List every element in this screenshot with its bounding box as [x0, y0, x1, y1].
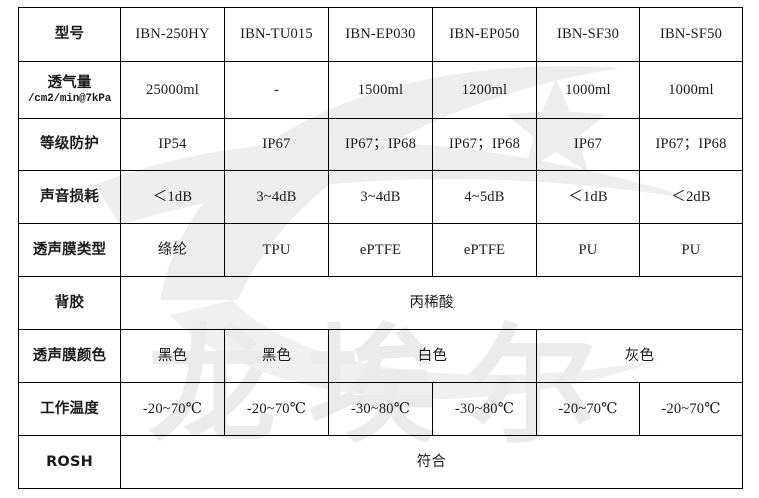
cell-sound-2: 3~4dB	[328, 170, 433, 224]
table-row-adhesive: 背胶 丙稀酸	[18, 276, 743, 330]
row-label-air-permeability: 透气量 /cm2/min@7kPa	[18, 61, 121, 119]
cell-sound-4: ＜1dB	[536, 170, 640, 224]
row-label-rosh: ROSH	[18, 435, 121, 489]
table-row-sound-loss: 声音损耗 ＜1dB 3~4dB 3~4dB 4~5dB ＜1dB ＜2dB	[18, 170, 743, 224]
cell-temp-4: -20~70℃	[536, 382, 640, 436]
cell-color-2: 白色	[328, 329, 537, 383]
row-label-membrane-type: 透声膜类型	[18, 223, 121, 277]
cell-model-1: IBN-TU015	[224, 7, 329, 62]
cell-model-3: IBN-EP050	[432, 7, 537, 62]
cell-mtype-2: ePTFE	[328, 223, 433, 277]
cell-mtype-0: 绦纶	[120, 223, 225, 277]
table-row-ip-rating: 等级防护 IP54 IP67 IP67；IP68 IP67；IP68 IP67 …	[18, 118, 743, 171]
cell-color-0: 黑色	[120, 329, 225, 383]
cell-temp-5: -20~70℃	[639, 382, 743, 436]
cell-air-1: -	[224, 61, 329, 119]
cell-sound-1: 3~4dB	[224, 170, 329, 224]
cell-ip-5: IP67；IP68	[639, 118, 743, 171]
cell-model-0: IBN-250HY	[120, 7, 225, 62]
cell-ip-3: IP67；IP68	[432, 118, 537, 171]
cell-mtype-3: ePTFE	[432, 223, 537, 277]
cell-temp-2: -30~80℃	[328, 382, 433, 436]
cell-color-1: 黑色	[224, 329, 329, 383]
cell-ip-1: IP67	[224, 118, 329, 171]
cell-ip-2: IP67；IP68	[328, 118, 433, 171]
cell-rosh-merged: 符合	[120, 435, 743, 489]
cell-mtype-1: TPU	[224, 223, 329, 277]
cell-sound-3: 4~5dB	[432, 170, 537, 224]
cell-temp-3: -30~80℃	[432, 382, 537, 436]
cell-mtype-5: PU	[639, 223, 743, 277]
table-row-membrane-color: 透声膜颜色 黑色 黑色 白色 灰色	[18, 329, 743, 383]
table-row-working-temperature: 工作温度 -20~70℃ -20~70℃ -30~80℃ -30~80℃ -20…	[18, 382, 743, 436]
row-label-model: 型号	[18, 7, 121, 62]
cell-air-3: 1200ml	[432, 61, 537, 119]
spec-table-container: 型号 IBN-250HY IBN-TU015 IBN-EP030 IBN-EP0…	[18, 7, 743, 489]
cell-air-0: 25000ml	[120, 61, 225, 119]
row-label-ip-rating: 等级防护	[18, 118, 121, 171]
cell-air-4: 1000ml	[536, 61, 640, 119]
row-label-adhesive: 背胶	[18, 276, 121, 330]
cell-model-2: IBN-EP030	[328, 7, 433, 62]
table-row-rosh: ROSH 符合	[18, 435, 743, 489]
cell-sound-0: ＜1dB	[120, 170, 225, 224]
row-label-air-permeability-main: 透气量	[47, 74, 92, 91]
row-label-working-temperature: 工作温度	[18, 382, 121, 436]
row-label-membrane-color: 透声膜颜色	[18, 329, 121, 383]
cell-model-4: IBN-SF30	[536, 7, 640, 62]
cell-color-3: 灰色	[536, 329, 743, 383]
cell-air-2: 1500ml	[328, 61, 433, 119]
cell-adhesive-merged: 丙稀酸	[120, 276, 743, 330]
cell-ip-4: IP67	[536, 118, 640, 171]
cell-model-5: IBN-SF50	[639, 7, 743, 62]
cell-ip-0: IP54	[120, 118, 225, 171]
row-label-sound-loss: 声音损耗	[18, 170, 121, 224]
cell-mtype-4: PU	[536, 223, 640, 277]
row-label-air-permeability-unit: /cm2/min@7kPa	[27, 92, 112, 105]
product-spec-table: 型号 IBN-250HY IBN-TU015 IBN-EP030 IBN-EP0…	[18, 7, 743, 489]
cell-temp-1: -20~70℃	[224, 382, 329, 436]
cell-sound-5: ＜2dB	[639, 170, 743, 224]
table-row-model: 型号 IBN-250HY IBN-TU015 IBN-EP030 IBN-EP0…	[18, 7, 743, 62]
table-row-membrane-type: 透声膜类型 绦纶 TPU ePTFE ePTFE PU PU	[18, 223, 743, 277]
table-row-air-permeability: 透气量 /cm2/min@7kPa 25000ml - 1500ml 1200m…	[18, 61, 743, 119]
cell-air-5: 1000ml	[639, 61, 743, 119]
cell-temp-0: -20~70℃	[120, 382, 225, 436]
